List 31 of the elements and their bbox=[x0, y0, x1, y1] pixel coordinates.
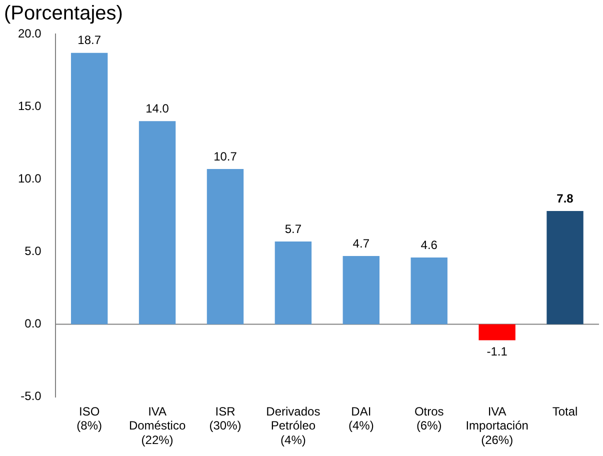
chart-title: (Porcentajes) bbox=[4, 2, 123, 25]
y-tick-label: 15.0 bbox=[18, 98, 42, 113]
x-tick-label: ISR (30%) bbox=[209, 404, 242, 433]
data-label: 7.8 bbox=[556, 191, 574, 206]
bar bbox=[70, 52, 108, 324]
y-tick-label: 5.0 bbox=[24, 244, 42, 258]
data-label: 4.6 bbox=[420, 238, 438, 252]
bar bbox=[138, 121, 176, 324]
bar bbox=[206, 168, 244, 324]
data-label: 4.7 bbox=[352, 236, 370, 250]
x-tick-label: ISO (8%) bbox=[76, 404, 102, 433]
x-tick-label: Total bbox=[552, 404, 578, 418]
bar bbox=[478, 324, 516, 340]
data-label: 5.7 bbox=[284, 222, 302, 236]
y-tick-label: 20.0 bbox=[18, 26, 42, 40]
x-tick-label: IVA Doméstico (22%) bbox=[128, 404, 186, 448]
bar bbox=[274, 242, 312, 324]
data-label: -1.1 bbox=[486, 344, 508, 359]
x-tick-label: Otros (6%) bbox=[414, 404, 444, 433]
bar bbox=[546, 211, 584, 324]
data-label: 18.7 bbox=[78, 33, 102, 48]
bar bbox=[410, 257, 448, 324]
x-tick-label: DAI (4%) bbox=[348, 404, 374, 433]
data-label: 10.7 bbox=[214, 149, 238, 164]
y-tick-label: 0.0 bbox=[24, 316, 42, 331]
y-tick-label: -5.0 bbox=[20, 389, 42, 404]
x-tick-label: IVA Importación (26%) bbox=[466, 404, 528, 448]
x-tick-label: Derivados Petróleo (4%) bbox=[266, 404, 320, 448]
data-label: 14.0 bbox=[146, 101, 170, 116]
y-tick-label: 10.0 bbox=[18, 171, 42, 186]
bar bbox=[342, 256, 380, 324]
